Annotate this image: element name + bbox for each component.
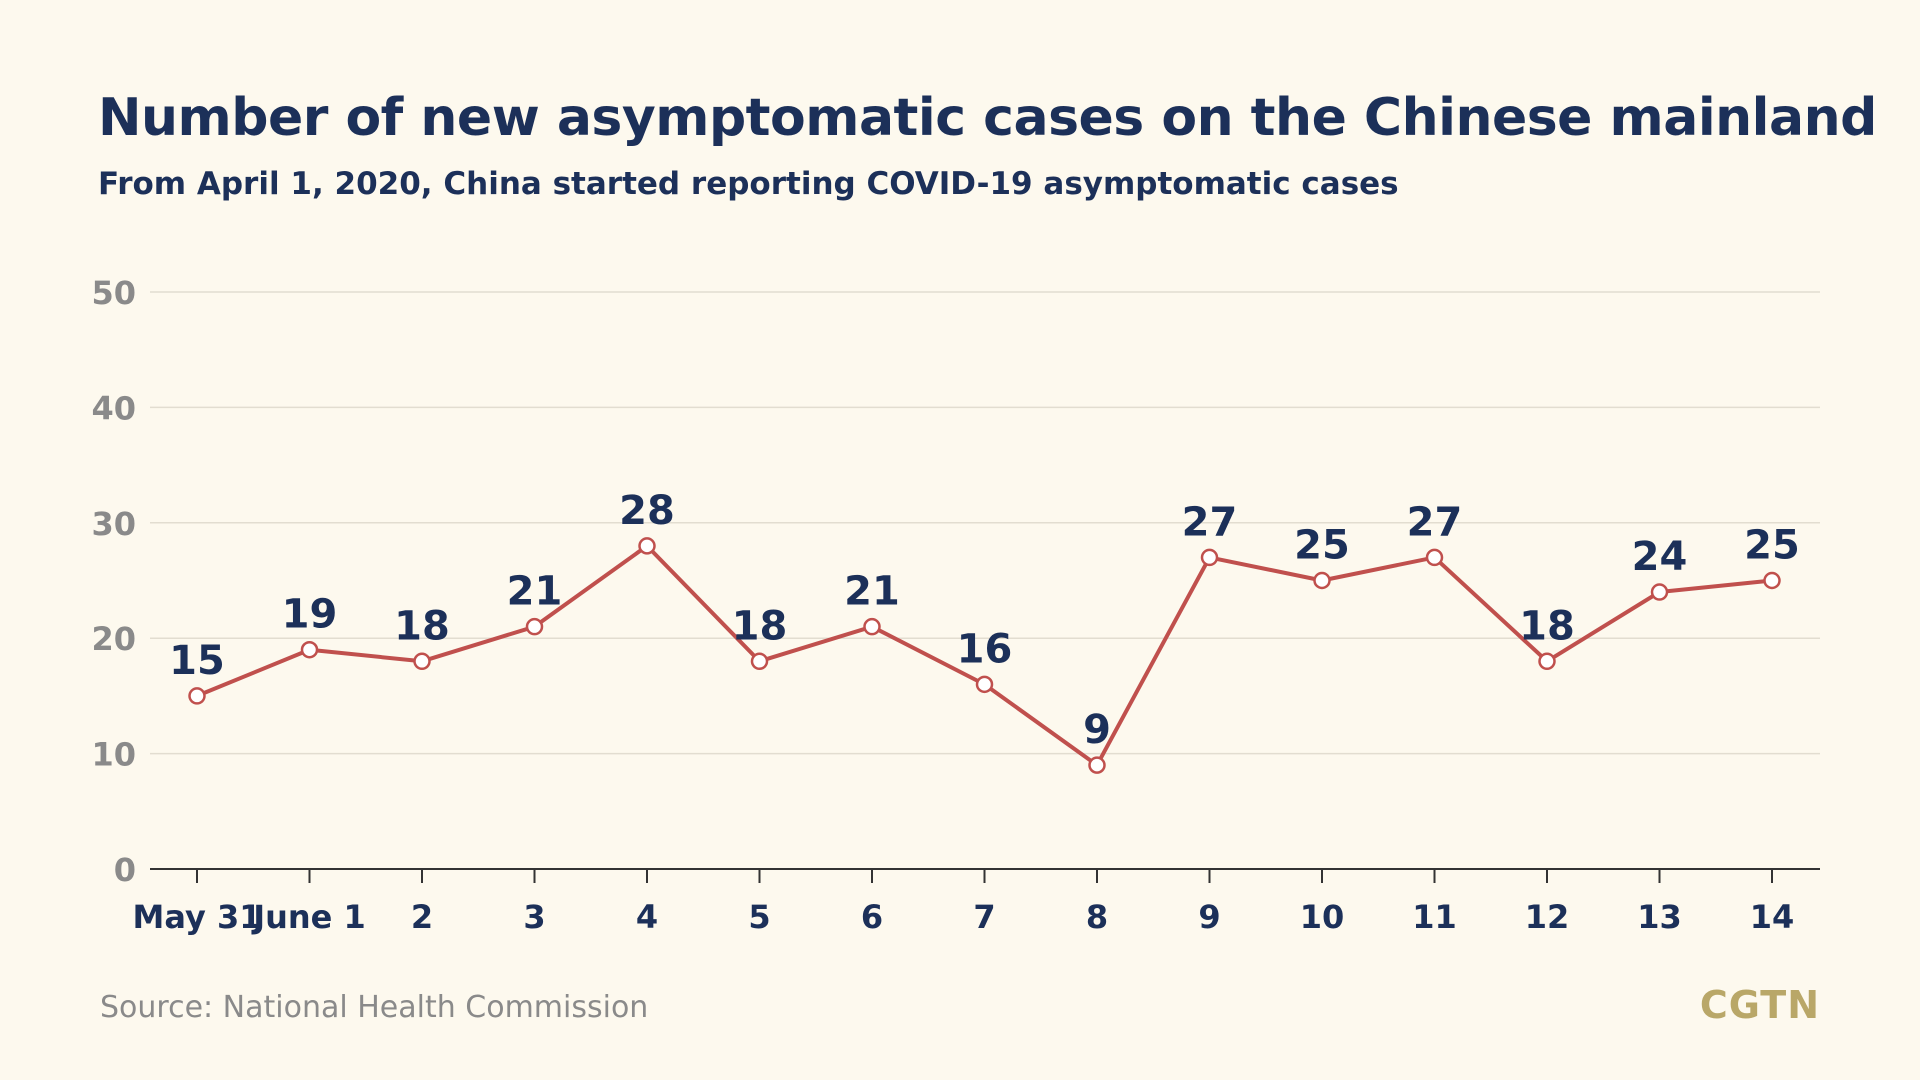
x-tick-label: 10 bbox=[1300, 898, 1345, 936]
data-label: 21 bbox=[507, 569, 563, 615]
data-point bbox=[300, 640, 319, 659]
chart-title: Number of new asymptomatic cases on the … bbox=[98, 88, 1877, 148]
data-point bbox=[750, 652, 769, 671]
data-point bbox=[1650, 583, 1669, 601]
x-tick-label: 5 bbox=[748, 898, 770, 936]
data-label: 24 bbox=[1632, 534, 1688, 580]
x-tick-label: 13 bbox=[1637, 898, 1682, 936]
data-point bbox=[1538, 652, 1556, 671]
x-tick-label: 4 bbox=[636, 898, 658, 936]
y-tick-label: 40 bbox=[91, 389, 136, 427]
data-point bbox=[863, 617, 881, 636]
data-label: 28 bbox=[619, 488, 675, 534]
x-tick-label: 14 bbox=[1750, 898, 1795, 936]
y-tick-label: 30 bbox=[91, 505, 136, 543]
source-note: Source: National Health Commission bbox=[100, 990, 649, 1025]
data-point bbox=[188, 687, 206, 705]
data-point bbox=[1088, 756, 1106, 774]
x-tick-label: June 1 bbox=[251, 898, 366, 936]
data-label: 18 bbox=[1519, 603, 1575, 649]
y-tick-label: 10 bbox=[91, 736, 136, 774]
y-tick-label: 0 bbox=[114, 851, 136, 889]
x-tick-label: 9 bbox=[1198, 898, 1220, 936]
x-tick-label: 2 bbox=[411, 898, 433, 936]
x-tick-label: May 31 bbox=[133, 898, 262, 936]
chart-subtitle: From April 1, 2020, China started report… bbox=[98, 166, 1399, 202]
data-label: 25 bbox=[1744, 523, 1800, 569]
data-label: 16 bbox=[957, 626, 1013, 672]
x-tick-label: 11 bbox=[1412, 898, 1457, 936]
data-point bbox=[638, 537, 656, 555]
x-tick-label: 12 bbox=[1525, 898, 1570, 936]
x-tick-label: 3 bbox=[523, 898, 545, 936]
data-label: 19 bbox=[282, 592, 338, 638]
data-point bbox=[413, 652, 431, 671]
data-label: 27 bbox=[1407, 499, 1463, 545]
data-point bbox=[525, 617, 544, 636]
x-tick-label: 7 bbox=[973, 898, 995, 936]
data-label: 25 bbox=[1294, 523, 1350, 569]
data-point bbox=[1763, 571, 1781, 590]
data-label: 21 bbox=[844, 569, 900, 615]
y-tick-label: 20 bbox=[91, 620, 136, 658]
data-label: 15 bbox=[169, 638, 225, 684]
data-label: 18 bbox=[394, 603, 450, 649]
data-label: 27 bbox=[1182, 499, 1238, 545]
data-label: 9 bbox=[1083, 707, 1111, 753]
y-tick-label: 50 bbox=[91, 274, 136, 312]
data-point bbox=[1200, 548, 1219, 567]
x-tick-label: 8 bbox=[1086, 898, 1108, 936]
data-point bbox=[1425, 548, 1444, 567]
cgtn-logo: CGTN bbox=[1699, 983, 1820, 1027]
x-tick-label: 6 bbox=[861, 898, 883, 936]
data-label: 18 bbox=[732, 603, 788, 649]
data-point bbox=[1313, 571, 1331, 590]
data-point bbox=[975, 675, 994, 694]
